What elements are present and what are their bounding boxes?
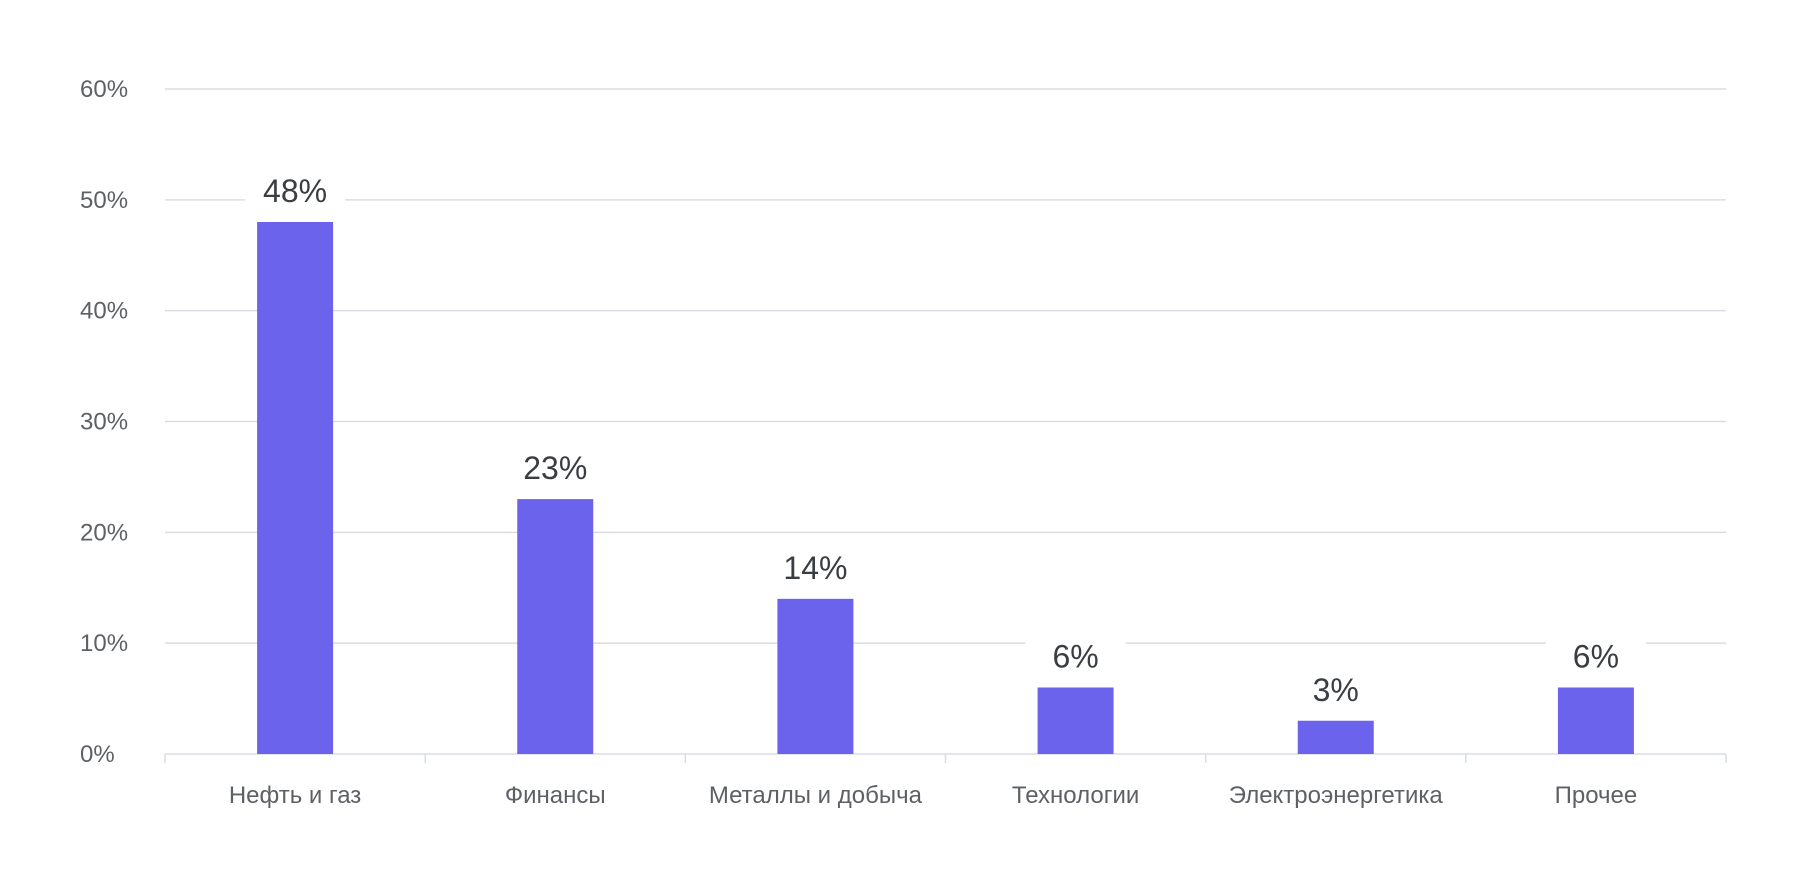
- y-tick-label: 60%: [80, 76, 128, 103]
- y-tick-label: 50%: [80, 187, 128, 214]
- bar: [517, 499, 594, 754]
- grid-lines: [165, 88, 1726, 644]
- bar: [1037, 687, 1114, 754]
- y-axis-tick-labels: 0% 10% 20% 30% 40% 50% 60%: [80, 76, 128, 768]
- data-label: 23%: [523, 450, 587, 486]
- x-tick-label: Технологии: [1012, 782, 1139, 809]
- y-tick-label: 20%: [80, 519, 128, 546]
- data-label: 6%: [1052, 639, 1098, 675]
- data-label-background: [505, 449, 606, 490]
- data-label-background: [245, 172, 346, 212]
- data-label: 14%: [783, 550, 847, 586]
- data-label-background: [1285, 670, 1386, 711]
- y-tick-label: 30%: [80, 409, 128, 436]
- y-tick-label: 40%: [80, 298, 128, 325]
- y-tick-label: 10%: [80, 630, 128, 657]
- bars: [257, 222, 1634, 754]
- bar: [1557, 687, 1634, 754]
- data-label: 48%: [263, 173, 327, 209]
- y-tick-label: 0%: [80, 741, 115, 768]
- bar: [777, 598, 854, 754]
- x-axis: [164, 753, 1727, 763]
- x-tick-label: Нефть и газ: [229, 782, 361, 809]
- data-label: 3%: [1313, 672, 1359, 708]
- data-label: 6%: [1573, 639, 1619, 675]
- bar: [1297, 720, 1374, 754]
- x-tick-label: Финансы: [505, 782, 606, 809]
- x-tick-label: Прочее: [1555, 782, 1638, 809]
- bar: [257, 222, 334, 754]
- x-tick-label: Металлы и добыча: [709, 782, 923, 809]
- data-label-background: [1025, 637, 1126, 678]
- data-label-background: [1545, 637, 1646, 678]
- x-axis-tick-labels: Нефть и газ Финансы Металлы и добыча Технол…: [229, 782, 1637, 809]
- x-tick-label: Электроэнергетика: [1229, 782, 1444, 809]
- data-labels: 48% 23% 14% 6% 3% 6%: [245, 172, 1646, 711]
- data-label-background: [765, 548, 866, 589]
